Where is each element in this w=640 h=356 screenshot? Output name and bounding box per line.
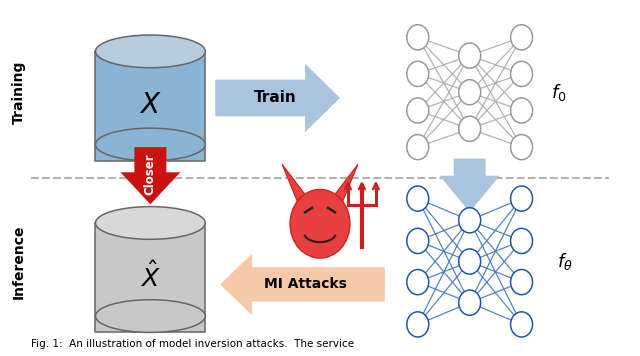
Text: MI Attacks: MI Attacks bbox=[264, 277, 346, 291]
Ellipse shape bbox=[95, 128, 205, 161]
Polygon shape bbox=[330, 164, 358, 203]
Circle shape bbox=[511, 269, 532, 295]
Polygon shape bbox=[220, 253, 385, 315]
Ellipse shape bbox=[95, 300, 205, 333]
Polygon shape bbox=[282, 164, 310, 203]
Circle shape bbox=[511, 135, 532, 160]
Text: Fig. 1:  An illustration of model inversion attacks.  The service: Fig. 1: An illustration of model inversi… bbox=[31, 339, 354, 349]
Circle shape bbox=[407, 98, 429, 123]
Text: $f_{\theta}$: $f_{\theta}$ bbox=[557, 251, 573, 272]
Circle shape bbox=[407, 228, 429, 253]
Circle shape bbox=[511, 312, 532, 337]
Circle shape bbox=[511, 98, 532, 123]
Ellipse shape bbox=[95, 206, 205, 239]
Circle shape bbox=[511, 228, 532, 253]
Text: $\hat{X}$: $\hat{X}$ bbox=[140, 261, 161, 292]
Circle shape bbox=[407, 25, 429, 50]
Polygon shape bbox=[440, 158, 500, 212]
Circle shape bbox=[459, 208, 481, 233]
Circle shape bbox=[511, 186, 532, 211]
Polygon shape bbox=[215, 64, 340, 132]
Circle shape bbox=[407, 186, 429, 211]
Circle shape bbox=[407, 135, 429, 160]
Circle shape bbox=[407, 269, 429, 295]
Polygon shape bbox=[120, 147, 180, 204]
Circle shape bbox=[459, 80, 481, 105]
Circle shape bbox=[459, 116, 481, 141]
Text: Closer: Closer bbox=[144, 154, 157, 195]
Circle shape bbox=[459, 249, 481, 274]
Ellipse shape bbox=[95, 35, 205, 68]
Text: $f_0$: $f_0$ bbox=[552, 82, 567, 103]
Circle shape bbox=[407, 312, 429, 337]
Circle shape bbox=[290, 189, 350, 258]
Circle shape bbox=[459, 290, 481, 315]
Text: Training: Training bbox=[12, 61, 26, 124]
Text: Train: Train bbox=[253, 90, 296, 105]
Circle shape bbox=[459, 43, 481, 68]
Bar bbox=[95, 223, 205, 333]
Circle shape bbox=[511, 61, 532, 87]
Text: $X$: $X$ bbox=[139, 91, 162, 119]
Circle shape bbox=[511, 25, 532, 50]
Text: Inference: Inference bbox=[12, 224, 26, 299]
Circle shape bbox=[407, 61, 429, 87]
Bar bbox=[95, 51, 205, 161]
